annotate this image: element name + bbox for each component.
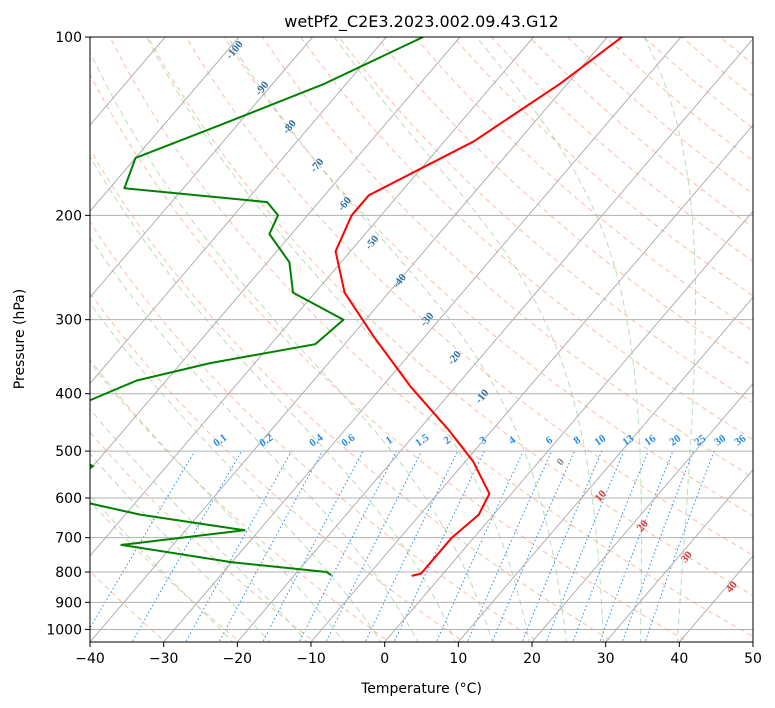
y-tick-label: 800 (55, 565, 82, 581)
plot-frame (89, 36, 754, 643)
mixing-ratio-label: 2 (442, 434, 454, 447)
dry-adiabat-line (90, 361, 391, 642)
moist-adiabat-line (90, 155, 456, 642)
y-tick-label: 700 (55, 531, 82, 547)
x-tick-label: 50 (744, 651, 762, 667)
isotherm-gridline (90, 37, 313, 299)
mixing-ratio-line (298, 450, 398, 642)
dry-adiabat-line (90, 148, 615, 642)
isotherm-gridline (457, 296, 753, 642)
isotherm-gridline (236, 38, 753, 642)
y-tick-label: 600 (55, 491, 82, 507)
y-tick-label: 900 (55, 595, 82, 611)
x-tick-label: 20 (523, 651, 541, 667)
chart-title: wetPf2_C2E3.2023.002.09.43.G12 (284, 12, 558, 32)
isotherm-gridline (384, 210, 753, 642)
y-tick-label: 300 (55, 313, 82, 329)
x-tick-label: 30 (597, 651, 615, 667)
isotherm-gridline (90, 37, 240, 212)
y-axis-label: Pressure (hPa) (12, 289, 28, 389)
y-tick-label: 500 (55, 444, 82, 460)
isotherm-gridline (605, 468, 753, 642)
mixing-ratio-line (521, 450, 603, 642)
moist-adiabat-line (90, 236, 419, 642)
dry-adiabat-line (223, 37, 753, 517)
dry-adiabat-line (338, 37, 753, 404)
x-axis-label: Temperature (°C) (360, 681, 482, 697)
isotherm-gridline (310, 124, 753, 642)
mixing-ratio-label: 8 (572, 434, 584, 447)
isotherm-gridline (163, 37, 682, 642)
mixing-ratio-line (621, 450, 694, 642)
mixing-ratio-line (644, 450, 715, 642)
y-tick-label: 1000 (46, 622, 82, 638)
mixing-ratio-line (545, 450, 625, 642)
mixing-ratio-label: 6 (544, 434, 556, 447)
mixing-ratio-label: 4 (507, 434, 519, 447)
temperature-profile-line (334, 37, 623, 577)
mixing-ratio-line (572, 450, 649, 642)
isotherm-gridline (90, 37, 608, 642)
mixing-ratio-line (599, 450, 674, 642)
moist-adiabat-line (90, 408, 308, 642)
axis-ticks: −40 −30 −20 −10 0 10 20 30 40 50 100 200 300 400 500 60… (46, 30, 762, 667)
x-tick-label: 40 (670, 651, 688, 667)
mixing-ratio-line (90, 450, 196, 629)
isotherm-gridline (531, 382, 753, 642)
x-tick-label: 10 (449, 651, 467, 667)
isotherm-gridline (90, 37, 534, 557)
dry-adiabat-line (452, 37, 753, 297)
dry-adiabat-line (261, 37, 753, 479)
y-tick-label: 400 (55, 387, 82, 403)
dewpoint-profile-line (90, 37, 424, 577)
isotherm-gridline (90, 37, 461, 471)
x-tick-label: −10 (296, 651, 326, 667)
dry-adiabat-line (147, 37, 753, 597)
profile-series (90, 37, 623, 577)
mixing-ratio-line (393, 450, 485, 642)
x-tick-label: 0 (380, 651, 389, 667)
x-tick-label: −20 (223, 651, 253, 667)
mixing-ratio-label: 3 (478, 434, 490, 447)
y-tick-label: 100 (55, 30, 82, 46)
isotherm-gridline (90, 37, 387, 385)
mixing-ratio-label: 1 (384, 434, 395, 447)
x-tick-label: −40 (75, 651, 105, 667)
dry-adiabat-line (414, 37, 753, 332)
y-tick-label: 200 (55, 208, 82, 224)
x-tick-label: −30 (149, 651, 179, 667)
